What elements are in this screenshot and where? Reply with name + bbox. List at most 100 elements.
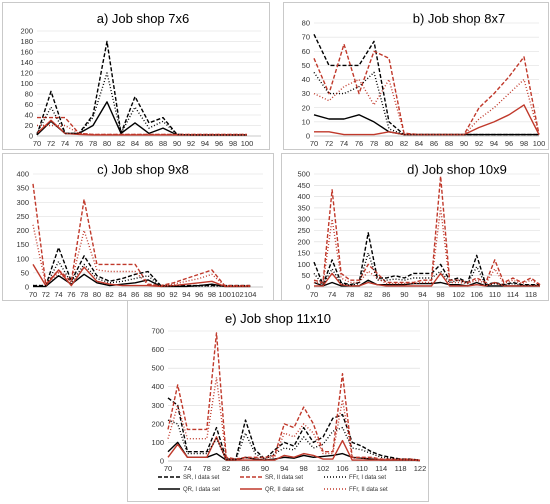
x-tick-label: 102 (452, 290, 465, 299)
series-line-2 (313, 43, 540, 136)
y-tick-label: 300 (151, 401, 164, 410)
x-tick-label: 80 (103, 139, 111, 148)
chart-title: e) Job shop 11x10 (225, 311, 331, 326)
y-tick-label: 150 (16, 240, 29, 249)
chart-panel-10x9: d) Job shop 10x9 0 50 100 150 200 250 300 350 40… (281, 153, 549, 301)
x-tick-label: 70 (29, 290, 37, 299)
y-tick-label: 20 (25, 121, 33, 130)
y-tick-label: 150 (297, 249, 310, 258)
x-tick-label: 100 (241, 139, 254, 148)
legend-label: QR, II data set (265, 487, 304, 493)
x-tick-label: 84 (415, 139, 423, 148)
x-tick-label: 82 (117, 139, 125, 148)
y-tick-label: 0 (25, 283, 29, 292)
x-tick-label: 78 (203, 464, 211, 473)
x-tick-label: 96 (505, 139, 513, 148)
x-tick-label: 100 (533, 139, 546, 148)
series-line-0 (313, 33, 539, 136)
series-line-3 (167, 436, 421, 462)
x-tick-label: 72 (325, 139, 333, 148)
y-tick-label: 0 (306, 132, 310, 141)
y-tick-label: 80 (302, 19, 310, 28)
x-tick-label: 122 (414, 464, 427, 473)
x-tick-label: 106 (470, 290, 483, 299)
x-tick-label: 98 (436, 290, 444, 299)
x-tick-label: 92 (187, 139, 195, 148)
x-tick-label: 114 (507, 290, 519, 299)
x-tick-label: 84 (118, 290, 126, 299)
y-tick-label: 0 (160, 457, 164, 466)
y-tick-label: 100 (16, 254, 29, 263)
y-tick-label: 200 (297, 237, 310, 246)
series-line-2 (32, 183, 251, 287)
legend-label: SR, I data set (183, 475, 220, 481)
x-tick-label: 100 (218, 290, 231, 299)
x-tick-label: 98 (229, 139, 237, 148)
y-tick-label: 10 (302, 117, 310, 126)
x-tick-label: 94 (490, 139, 498, 148)
x-tick-label: 94 (182, 290, 190, 299)
x-tick-label: 86 (241, 464, 249, 473)
y-tick-label: 50 (302, 271, 310, 280)
y-tick-label: 400 (16, 170, 29, 179)
x-tick-label: 90 (460, 139, 468, 148)
y-tick-label: 300 (297, 215, 310, 224)
x-tick-label: 86 (430, 139, 438, 148)
chart-7x6: a) Job shop 7x6 020406080100120140160180… (20, 11, 261, 148)
x-tick-label: 98 (208, 290, 216, 299)
x-tick-label: 76 (67, 290, 75, 299)
legend: SR, I data set QR, I data set SR, II data … (158, 475, 388, 493)
series-line-4 (167, 419, 421, 461)
chart-11x10: e) Job shop 11x10 SR, I data set QR, I da… (151, 311, 427, 493)
series-line-5 (313, 78, 540, 136)
x-tick-label: 90 (173, 139, 181, 148)
y-tick-label: 400 (297, 192, 310, 201)
x-tick-label: 98 (520, 139, 528, 148)
series-line-1 (313, 114, 539, 136)
series-line-2 (313, 175, 541, 286)
y-tick-label: 60 (25, 100, 33, 109)
x-tick-label: 76 (355, 139, 363, 148)
chart-8x7: b) Job shop 8x7 0 10 20 30 40 50 60 70 80 70 72 74 7… (302, 11, 546, 148)
chart-9x8: c) Job shop 9x8 0 50 100 150 200 250 300 350 400… (16, 162, 263, 299)
x-tick-label: 86 (131, 290, 139, 299)
y-tick-label: 80 (25, 90, 33, 99)
series-line-5 (167, 376, 421, 461)
x-tick-label: 88 (159, 139, 167, 148)
x-tick-label: 86 (145, 139, 153, 148)
y-tick-label: 70 (302, 33, 310, 42)
y-tick-label: 140 (20, 58, 33, 67)
chart-panel-7x6: a) Job shop 7x6 0 20 40 60 80 100 120 140 160 180… (2, 2, 270, 150)
x-tick-label: 106 (336, 464, 349, 473)
y-tick-label: 350 (297, 203, 310, 212)
series-line-4 (33, 260, 251, 287)
series-line-2 (167, 332, 421, 461)
x-tick-label: 110 (489, 290, 501, 299)
y-tick-label: 450 (297, 181, 310, 190)
chart-title: d) Job shop 10x9 (407, 162, 507, 177)
series-line-3 (32, 264, 251, 288)
y-tick-label: 600 (151, 345, 164, 354)
x-tick-label: 90 (261, 464, 269, 473)
y-tick-label: 0 (29, 132, 33, 141)
y-tick-label: 40 (302, 75, 310, 84)
x-tick-label: 70 (310, 139, 318, 148)
y-tick-label: 100 (297, 260, 310, 269)
x-tick-label: 70 (164, 464, 172, 473)
y-tick-label: 500 (151, 364, 164, 373)
series-line-0 (313, 232, 540, 286)
x-tick-label: 88 (144, 290, 152, 299)
y-tick-label: 180 (20, 37, 33, 46)
y-tick-label: 200 (20, 27, 33, 36)
x-tick-label: 90 (157, 290, 165, 299)
x-tick-label: 90 (400, 290, 408, 299)
x-tick-label: 114 (375, 464, 387, 473)
y-tick-label: 50 (302, 61, 310, 70)
y-tick-label: 350 (16, 184, 29, 193)
chart-title: c) Job shop 9x8 (97, 162, 189, 177)
y-tick-label: 30 (302, 89, 310, 98)
x-tick-label: 94 (418, 290, 426, 299)
x-tick-label: 98 (300, 464, 308, 473)
y-tick-label: 300 (16, 198, 29, 207)
x-tick-label: 78 (89, 139, 97, 148)
